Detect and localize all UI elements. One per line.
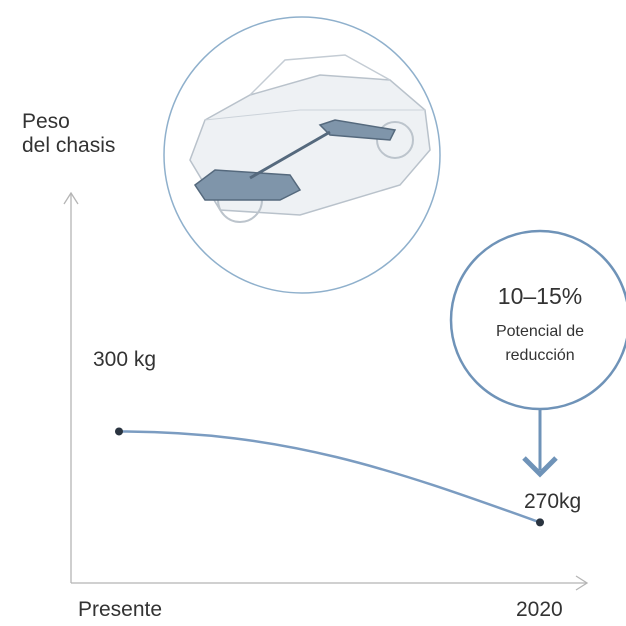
- annotation-title: 10–15%: [497, 283, 583, 309]
- data-label: 270kg: [524, 490, 582, 513]
- car-illustration: [163, 16, 441, 294]
- axes: [63, 191, 589, 591]
- x-tick-label: 2020: [516, 598, 563, 621]
- data-line: [118, 430, 541, 524]
- reduction-callout: [449, 229, 626, 478]
- data-label: 300 kg: [93, 348, 157, 371]
- annotation-text: Potencial de reducción: [495, 323, 585, 364]
- data-point: [115, 427, 123, 436]
- data-point: [536, 518, 544, 527]
- x-tick-label: Presente: [78, 598, 163, 621]
- x-axis-arrow: [575, 575, 589, 591]
- y-axis-arrow: [63, 191, 79, 205]
- y-axis-label: Peso del chasis: [22, 110, 116, 158]
